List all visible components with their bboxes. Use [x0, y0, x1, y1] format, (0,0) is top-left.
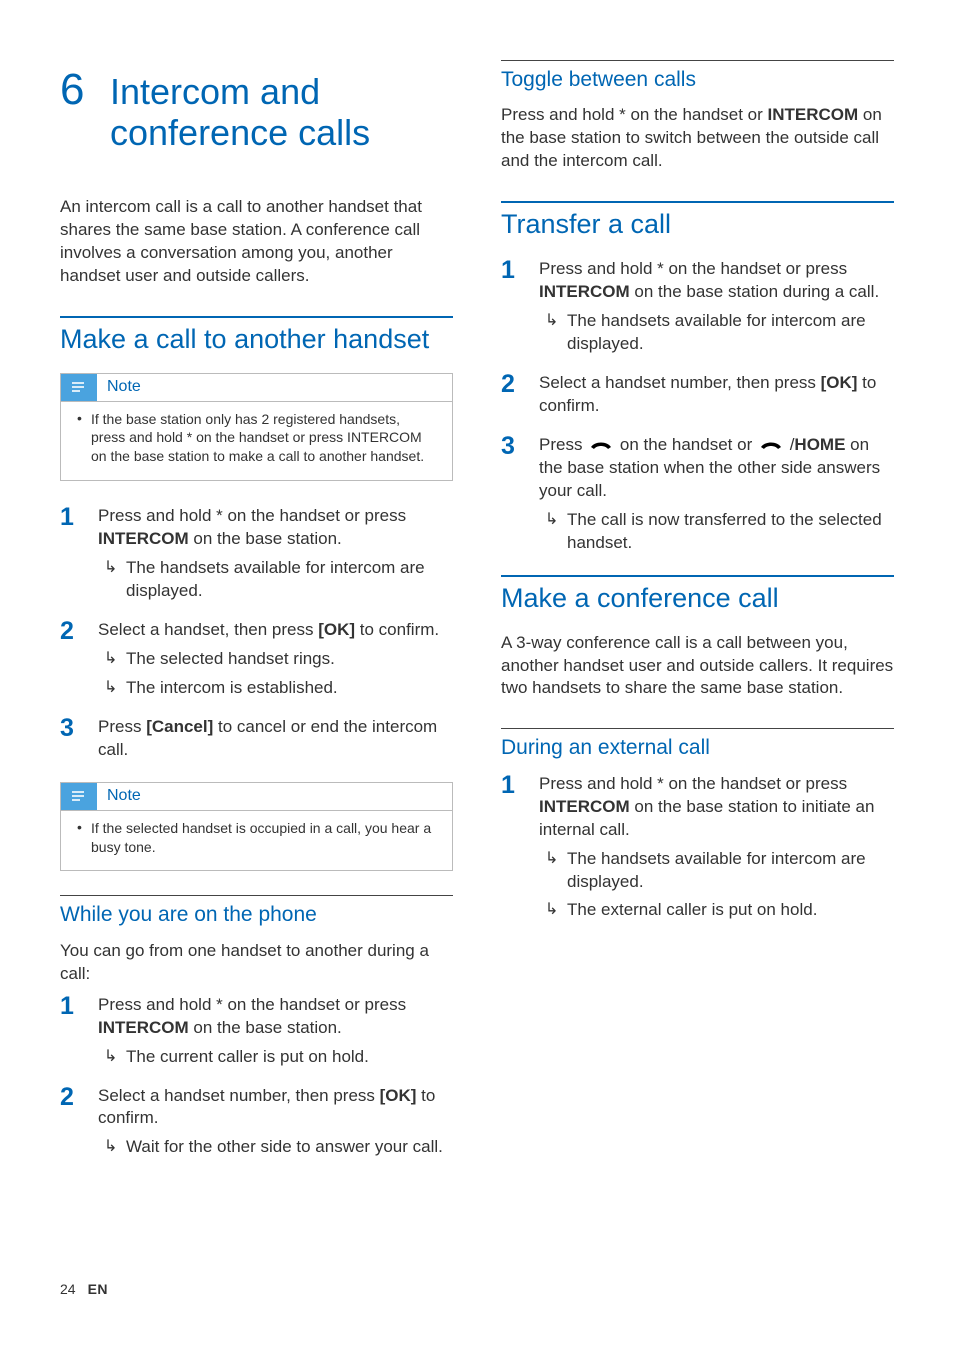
page-columns: 6 Intercom and conference calls An inter…: [60, 60, 894, 1260]
note-label: Note: [97, 783, 141, 810]
step-text: Press and hold * on the handset or press…: [98, 505, 453, 551]
step-text: Press and hold * on the handset or press…: [98, 994, 453, 1040]
chapter-title: Intercom and conference calls: [110, 71, 453, 154]
step-result: The call is now transferred to the selec…: [539, 509, 894, 555]
step-result: The handsets available for intercom are …: [98, 557, 453, 603]
page-footer: 24 EN: [60, 1280, 894, 1299]
step-number: 1: [501, 258, 539, 362]
step-text: Select a handset number, then press [OK]…: [98, 1085, 453, 1131]
section-title: Make a call to another handset: [60, 316, 453, 355]
step-1: 1 Press and hold * on the handset or pre…: [60, 994, 453, 1075]
step-number: 3: [60, 716, 98, 768]
subsection-title: Toggle between calls: [501, 60, 894, 94]
section-make-call: Make a call to another handset Note If t…: [60, 316, 453, 872]
subsection-title: While you are on the phone: [60, 895, 453, 929]
subsection-title: During an external call: [501, 728, 894, 762]
step-result: The current caller is put on hold.: [98, 1046, 453, 1069]
section-toggle: Toggle between calls Press and hold * on…: [501, 60, 894, 173]
page-number: 24: [60, 1280, 76, 1299]
note-text: If the base station only has 2 registere…: [75, 410, 438, 467]
note-icon: [61, 374, 97, 401]
note-text: If the selected handset is occupied in a…: [75, 819, 438, 857]
step-text: Press on the handset or /HOME on the bas…: [539, 434, 894, 503]
step-result: The handsets available for intercom are …: [539, 310, 894, 356]
step-result: The external caller is put on hold.: [539, 899, 894, 922]
step-number: 2: [501, 372, 539, 424]
step-text: Select a handset, then press [OK] to con…: [98, 619, 453, 642]
note-label: Note: [97, 374, 141, 401]
chapter-heading: 6 Intercom and conference calls: [60, 60, 453, 154]
step-number: 2: [60, 1085, 98, 1166]
step-number: 1: [60, 505, 98, 609]
step-1: 1 Press and hold * on the handset or pre…: [501, 773, 894, 929]
step-result: The selected handset rings.: [98, 648, 453, 671]
step-result: Wait for the other side to answer your c…: [98, 1136, 453, 1159]
chapter-intro: An intercom call is a call to another ha…: [60, 196, 453, 288]
section-title: Make a conference call: [501, 575, 894, 614]
step-number: 2: [60, 619, 98, 706]
section-transfer: Transfer a call 1 Press and hold * on th…: [501, 201, 894, 560]
step-2: 2 Select a handset number, then press [O…: [60, 1085, 453, 1166]
step-3: 3 Press on the handset or /HOME on the b…: [501, 434, 894, 561]
section-while-on-phone: While you are on the phone You can go fr…: [60, 895, 453, 1165]
section-title: Transfer a call: [501, 201, 894, 240]
step-text: Press [Cancel] to cancel or end the inte…: [98, 716, 453, 762]
step-1: 1 Press and hold * on the handset or pre…: [501, 258, 894, 362]
chapter-number: 6: [60, 60, 88, 119]
step-3: 3 Press [Cancel] to cancel or end the in…: [60, 716, 453, 768]
hangup-icon: [759, 434, 783, 457]
step-text: Select a handset number, then press [OK]…: [539, 372, 894, 418]
step-number: 1: [60, 994, 98, 1075]
note-box: Note If the base station only has 2 regi…: [60, 373, 453, 482]
step-result: The handsets available for intercom are …: [539, 848, 894, 894]
note-icon: [61, 783, 97, 810]
step-2: 2 Select a handset, then press [OK] to c…: [60, 619, 453, 706]
step-result: The intercom is established.: [98, 677, 453, 700]
subsection-body: Press and hold * on the handset or INTER…: [501, 104, 894, 173]
subsection-intro: You can go from one handset to another d…: [60, 940, 453, 986]
step-1: 1 Press and hold * on the handset or pre…: [60, 505, 453, 609]
step-text: Press and hold * on the handset or press…: [539, 773, 894, 842]
section-conference: Make a conference call A 3-way conferenc…: [501, 575, 894, 929]
step-number: 1: [501, 773, 539, 929]
step-number: 3: [501, 434, 539, 561]
page-language: EN: [88, 1280, 108, 1299]
step-text: Press and hold * on the handset or press…: [539, 258, 894, 304]
section-intro: A 3-way conference call is a call betwee…: [501, 632, 894, 701]
hangup-icon: [589, 434, 613, 457]
step-2: 2 Select a handset number, then press [O…: [501, 372, 894, 424]
note-box: Note If the selected handset is occupied…: [60, 782, 453, 872]
